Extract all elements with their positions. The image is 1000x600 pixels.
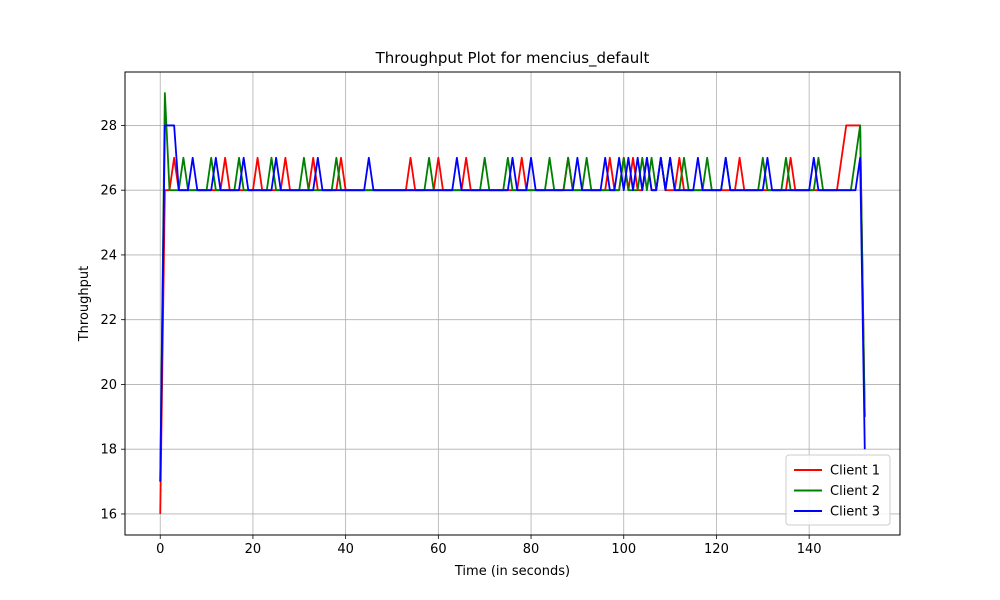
x-tick-label: 40 [337,542,354,557]
series-lines [159,92,866,514]
x-tick-label: 120 [704,542,729,557]
y-tick-label: 26 [100,184,117,199]
y-tick-label: 24 [100,248,117,263]
x-tick-label: 20 [245,542,262,557]
y-tick-label: 20 [100,378,117,393]
x-tick-label: 140 [797,542,822,557]
y-tick-label: 18 [100,443,117,458]
y-axis-label: Throughput [77,266,92,343]
y-tick-label: 16 [100,507,117,522]
x-tick-label: 80 [523,542,540,557]
legend-label-client-3: Client 3 [830,505,880,520]
legend-label-client-1: Client 1 [830,464,880,479]
legend-box [785,454,891,526]
y-tick-label: 28 [100,119,117,134]
plot-frame [124,71,901,536]
x-tick-label: 60 [430,542,447,557]
y-tick-label: 22 [100,313,117,328]
x-tick-label: 0 [156,542,164,557]
axis-ticks: 0 20 40 60 80 100 120 140 16 18 20 22 24 26 28 [100,119,821,557]
x-tick-label: 100 [611,542,636,557]
series-line-client-3 [159,124,866,482]
legend: Client 1 Client 2 Client 3 [785,454,891,526]
x-axis-label: Time (in seconds) [454,564,570,579]
chart-title: Throughput Plot for mencius_default [375,49,650,68]
legend-label-client-2: Client 2 [830,484,880,499]
